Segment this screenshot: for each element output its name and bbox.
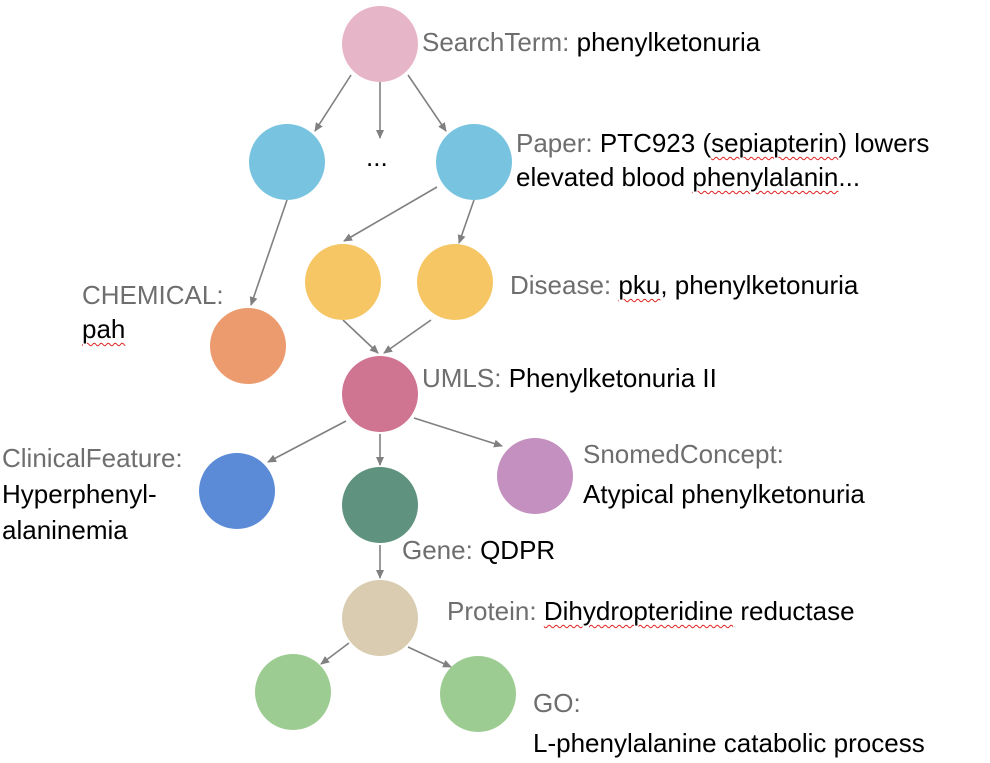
edge-disease-right-to-umls	[383, 319, 432, 354]
label-gene: Gene: QDPR	[402, 533, 555, 567]
label-search-term: SearchTerm: phenylketonuria	[422, 25, 760, 59]
label-type: SnomedConcept:	[583, 439, 784, 469]
label-type: Gene:	[402, 535, 473, 565]
label-type: UMLS:	[422, 363, 502, 393]
edge-paper-right-to-disease-right	[457, 199, 475, 244]
node-snomed-concept[interactable]	[497, 438, 573, 514]
label-type: Paper:	[516, 128, 593, 158]
label-protein: Protein: Dihydropteridine reductase	[447, 596, 855, 626]
label-type: ClinicalFeature:	[2, 443, 183, 473]
label-value: phenylketonuria	[576, 27, 761, 57]
label-ellipsis: ...	[366, 140, 388, 174]
label-value-line-1: Hyperphenyl-	[2, 479, 157, 509]
label-paper: Paper: PTC923 (sepiapterin) lowers eleva…	[516, 126, 929, 194]
paper-line-2: elevated blood phenylalanin...	[516, 162, 861, 192]
node-paper-left[interactable]	[249, 124, 325, 200]
label-value: QDPR	[480, 535, 556, 565]
node-chemical[interactable]	[210, 308, 286, 384]
node-search-term[interactable]	[342, 6, 418, 82]
edge-protein-to-go-left	[320, 642, 350, 665]
edge-umls-to-snomed	[413, 417, 503, 448]
node-go-right[interactable]	[440, 656, 516, 732]
node-gene[interactable]	[342, 467, 418, 543]
edges	[249, 74, 503, 668]
label-value-line-2: alaninemia	[2, 515, 128, 545]
label-chemical: CHEMICAL: pah	[82, 278, 224, 346]
spellcheck-word: phenylalanin	[692, 162, 839, 192]
ellipsis-text: ...	[366, 142, 388, 172]
label-value: Atypical phenylketonuria	[583, 479, 865, 509]
label-value: Phenylketonuria II	[508, 363, 717, 393]
node-disease-right[interactable]	[417, 244, 493, 320]
node-clinical-feature[interactable]	[199, 453, 275, 529]
edge-umls-to-clinical	[267, 420, 347, 463]
label-go: GO: L-phenylalanine catabolic process	[533, 683, 925, 763]
node-protein[interactable]	[342, 580, 418, 656]
node-go-left[interactable]	[255, 654, 331, 730]
label-type: Protein:	[447, 596, 537, 626]
edge-protein-to-go-right	[407, 646, 452, 668]
edge-paper-left-to-chemical	[249, 199, 288, 306]
label-umls: UMLS: Phenylketonuria II	[422, 361, 717, 395]
node-paper-right[interactable]	[436, 124, 512, 200]
edge-disease-left-to-umls	[342, 319, 379, 354]
label-type: Disease:	[510, 270, 612, 300]
node-disease-left[interactable]	[305, 244, 381, 320]
label-value: pah	[82, 314, 126, 344]
label-value: L-phenylalanine catabolic process	[533, 728, 925, 758]
edge-search-to-paper-left	[314, 74, 352, 132]
label-type: GO:	[533, 688, 581, 718]
nodes	[199, 6, 573, 732]
label-clinical-feature: ClinicalFeature: Hyperphenyl- alaninemia	[2, 440, 183, 548]
spellcheck-word: sepiapterin	[711, 128, 839, 158]
edge-search-to-paper-right	[407, 74, 447, 132]
node-umls[interactable]	[342, 356, 418, 432]
edge-paper-right-to-disease-left	[343, 186, 438, 242]
label-type: SearchTerm:	[422, 27, 570, 57]
paper-line-1: Paper: PTC923 (sepiapterin) lowers	[516, 128, 930, 158]
label-type: CHEMICAL:	[82, 280, 224, 310]
label-snomed-concept: SnomedConcept: Atypical phenylketonuria	[583, 434, 865, 514]
label-disease: Disease: pku, phenylketonuria	[510, 270, 859, 300]
spellcheck-word: Dihydropteridine	[543, 596, 734, 626]
spellcheck-word: pku	[618, 270, 661, 300]
